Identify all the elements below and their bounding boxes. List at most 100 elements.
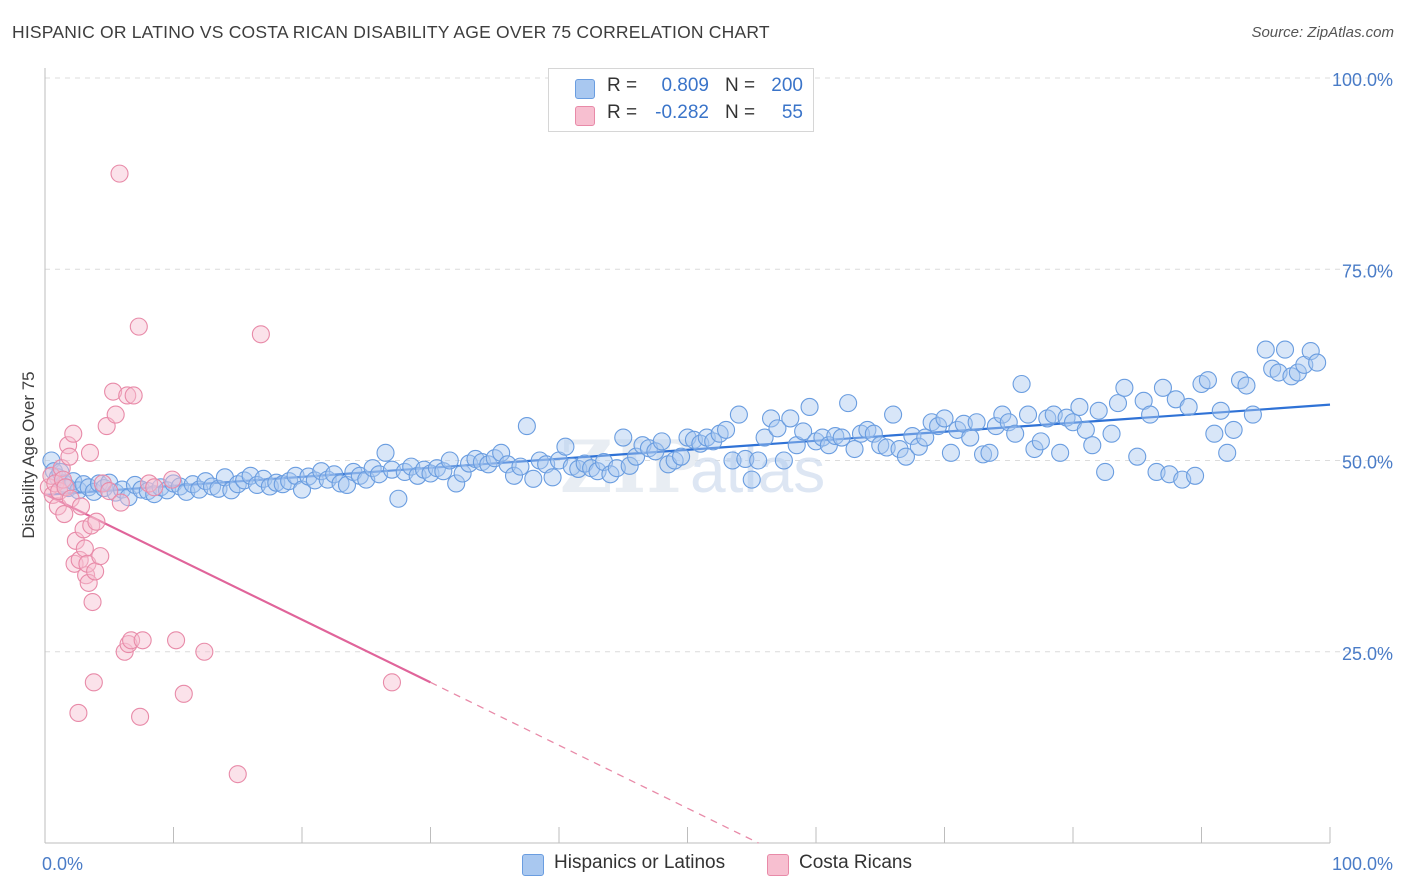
hispanic-point [646,442,665,461]
trend-line-costa-ricans-extension [430,681,759,844]
costa-rican-point [129,317,148,336]
costa-rican-point [75,539,94,558]
hispanic-point [1224,420,1243,439]
tick-labels: 25.0% 50.0% 75.0% 100.0% 0.0% 100.0% [42,70,1393,874]
hispanic-point [794,422,813,441]
hispanic-point [389,489,408,508]
hispanic-point [1211,401,1230,420]
x-tick-label: 100.0% [1332,854,1393,874]
hispanic-point [800,397,819,417]
costa-rican-point [91,547,110,566]
legend-swatch-costa-ricans [575,106,595,126]
hispanic-point [755,428,774,447]
y-tick-label: 25.0% [1342,644,1393,664]
costa-rican-point [228,765,247,784]
costa-rican-point [60,447,79,466]
watermark-atlas: atlas [690,434,825,506]
hispanic-point [504,466,524,485]
hispanic-point [331,474,350,493]
costa-rican-point [106,405,125,424]
hispanic-point [1089,401,1108,420]
hispanic-point [1237,376,1256,395]
hispanic-point [896,447,916,466]
hispanic-point [627,447,646,466]
x-tick-label: 0.0% [42,854,83,874]
costa-rican-point [100,482,119,501]
costa-rican-point [251,325,270,344]
costa-rican-point [87,512,106,531]
legend-row-hispanics: R = 0.809 N = 200 [549,75,813,101]
hispanic-point [1057,408,1076,427]
costa-rican-point [111,493,130,512]
legend-n-value: 200 [771,75,803,96]
hispanic-point [1186,466,1205,485]
costa-rican-point [55,504,74,524]
hispanic-point [1070,397,1089,417]
hispanic-point [768,419,787,438]
hispanic-point [941,443,960,462]
y-tick-label: 100.0% [1332,70,1393,90]
hispanic-point [704,432,723,451]
hispanic-point [1205,424,1224,443]
hispanic-point [1096,462,1115,482]
costa-rican-point [124,386,143,405]
legend-label-hispanics: Hispanics or Latinos [554,852,726,873]
hispanic-point [1179,397,1198,417]
legend-n-label: N = [725,102,756,123]
legend-swatch-costa-ricans [767,854,789,876]
y-tick-label: 50.0% [1342,453,1393,473]
hispanic-point [832,428,851,447]
series-hispanics-points [42,340,1327,508]
hispanic-point [884,405,903,424]
legend-r-value: 0.809 [661,75,709,96]
hispanic-point [1243,405,1262,424]
hispanic-point [1141,405,1160,424]
hispanic-point [440,451,459,470]
legend-r-label: R = [607,102,638,123]
hispanic-point [1218,443,1237,462]
hispanic-point [967,413,986,432]
hispanic-point [761,409,781,428]
y-tick-label: 75.0% [1342,261,1393,281]
hispanic-point [729,405,748,424]
hispanic-point [305,471,324,490]
legend-r-label: R = [607,75,638,96]
costa-rican-point [167,631,186,650]
hispanic-point [1051,443,1070,462]
hispanic-point [556,437,575,456]
hispanic-point [826,426,845,446]
costa-rican-point [131,707,150,726]
hispanic-point [492,443,511,462]
legend-swatch-hispanics [575,79,595,99]
hispanic-point [511,457,530,476]
hispanic-point [614,428,633,447]
hispanic-point [1275,340,1295,359]
hispanic-point [1083,436,1102,455]
grid-lines [45,77,1394,653]
series-legend: Hispanics or Latinos Costa Ricans [0,852,1406,878]
hispanic-point [742,470,761,489]
costa-rican-point [69,703,88,723]
hispanic-point [864,424,883,443]
hispanic-point [961,428,980,447]
chart-title: HISPANIC OR LATINO VS COSTA RICAN DISABI… [12,22,770,42]
hispanic-point [890,439,909,459]
hispanic-point [909,437,928,456]
hispanic-point [1076,420,1095,439]
legend-row-costa-ricans: R = -0.282 N = 55 [549,102,813,128]
hispanic-point [1006,424,1025,443]
source-label: Source: ZipAtlas.com [1251,24,1394,41]
hispanic-point [1288,363,1307,382]
hispanic-point [434,462,453,481]
hispanic-point [447,474,466,493]
hispanic-point [74,475,93,494]
costa-rican-point [64,424,83,443]
costa-rican-point [133,631,152,650]
legend-n-value: 55 [781,102,803,123]
costa-rican-point [79,573,98,592]
hispanic-point [774,451,793,470]
costa-rican-point [93,474,112,493]
hispanic-point [929,417,948,436]
costa-rican-point [163,470,182,489]
